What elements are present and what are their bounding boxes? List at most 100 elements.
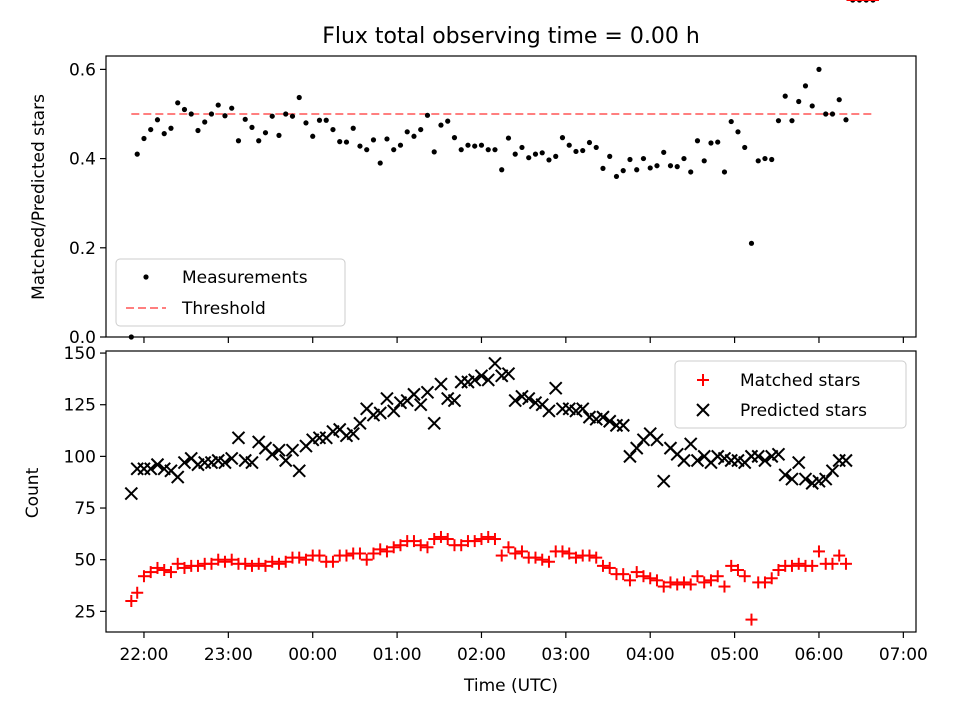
ratio-y-axis-label: Matched/Predicted stars [29, 94, 49, 300]
count-x-axis-label: Time (UTC) [463, 676, 558, 696]
measurement-point [370, 137, 377, 143]
measurement-point [802, 83, 809, 89]
measurement-point [566, 142, 572, 148]
measurement-point [397, 142, 404, 148]
measurement-point [485, 147, 491, 153]
matched-point [272, 557, 285, 570]
count-x-tick-label: 07:00 [879, 645, 928, 665]
measurement-point [161, 131, 167, 137]
measurement-point [748, 240, 755, 246]
count-x-tick-label: 22:00 [119, 645, 168, 665]
measurement-point [377, 160, 383, 166]
predicted-point [420, 385, 435, 400]
predicted-point [650, 433, 664, 447]
measurement-point [458, 147, 464, 153]
measurement-point [674, 164, 680, 170]
matched-point [367, 547, 380, 560]
matched-point [502, 541, 515, 554]
measurement-point [283, 111, 289, 117]
measurement-point [499, 167, 505, 173]
measurement-point [202, 119, 208, 125]
matched-point [657, 580, 670, 593]
measurement-point [181, 106, 188, 113]
predicted-point [265, 447, 279, 462]
matched-point [725, 559, 738, 572]
legend-measurements-marker [143, 274, 149, 280]
matched-point [137, 570, 150, 583]
measurement-point [438, 122, 444, 128]
measurement-point [681, 155, 687, 162]
predicted-points [124, 0, 879, 501]
matched-point [225, 553, 238, 566]
predicted-point [690, 453, 705, 468]
measurement-point [451, 135, 458, 141]
matched-point [266, 555, 279, 568]
count-x-tick-label: 02:00 [457, 645, 506, 665]
matched-point [313, 549, 326, 562]
count-x-tick-label: 06:00 [794, 645, 843, 665]
count-legend: Matched stars Predicted stars [674, 360, 907, 429]
count-y-tick-label: 125 [64, 396, 96, 416]
matched-point [792, 557, 805, 570]
predicted-point [124, 486, 139, 501]
measurement-point [816, 66, 822, 72]
predicted-point [474, 369, 489, 383]
count-x-tick-label: 05:00 [710, 645, 759, 665]
matched-point [758, 576, 771, 589]
count-x-tick-label: 00:00 [288, 645, 337, 665]
count-x-tick-label: 03:00 [541, 645, 590, 665]
matched-point [617, 568, 630, 581]
matched-point [212, 553, 225, 566]
measurement-point [661, 149, 667, 155]
measurement-point [586, 139, 593, 146]
measurement-point [222, 113, 228, 119]
matched-point [414, 539, 427, 552]
measurement-point [607, 153, 613, 159]
measurement-point [424, 112, 431, 118]
measurement-point [688, 169, 694, 175]
predicted-point [373, 406, 387, 420]
matched-point [482, 530, 495, 543]
predicted-point [684, 437, 698, 451]
measurement-point [742, 144, 748, 151]
measurement-point [188, 111, 194, 117]
measurement-point [235, 138, 242, 144]
matched-point [151, 561, 164, 574]
measurement-point [465, 142, 471, 148]
measurement-point [215, 102, 221, 108]
predicted-point [839, 453, 853, 468]
ratio-y-ticks: 0.0 0.2 0.4 0.6 [69, 60, 106, 348]
matched-point [664, 576, 677, 589]
count-x-tick-label: 23:00 [204, 645, 253, 665]
matched-point [637, 570, 650, 583]
count-y-tick-label: 50 [74, 551, 96, 571]
ratio-y-tick-label: 0.0 [69, 328, 96, 348]
matched-point [826, 557, 839, 570]
measurement-point [600, 165, 606, 171]
matched-point [738, 570, 751, 583]
predicted-point [447, 393, 462, 408]
measurement-point [364, 147, 370, 153]
predicted-point [522, 391, 536, 406]
matched-point [745, 613, 758, 626]
matched-point [380, 545, 393, 558]
predicted-point [771, 447, 786, 462]
predicted-point [488, 356, 502, 371]
measurement-point [532, 151, 539, 157]
matched-point [353, 547, 366, 560]
measurement-point [546, 157, 552, 163]
matched-point [583, 549, 596, 562]
predicted-point [171, 470, 185, 484]
predicted-point [279, 453, 293, 468]
matched-point [178, 561, 191, 574]
legend-predicted-marker [696, 403, 710, 417]
predicted-point [144, 462, 158, 476]
measurement-point [694, 138, 701, 144]
measurement-point [701, 158, 707, 164]
measurement-point [823, 111, 829, 117]
measurement-point [843, 117, 849, 123]
legend-predicted-label: Predicted stars [740, 401, 867, 421]
matched-point [529, 551, 542, 564]
matched-point [590, 551, 603, 564]
measurement-point [330, 126, 336, 133]
